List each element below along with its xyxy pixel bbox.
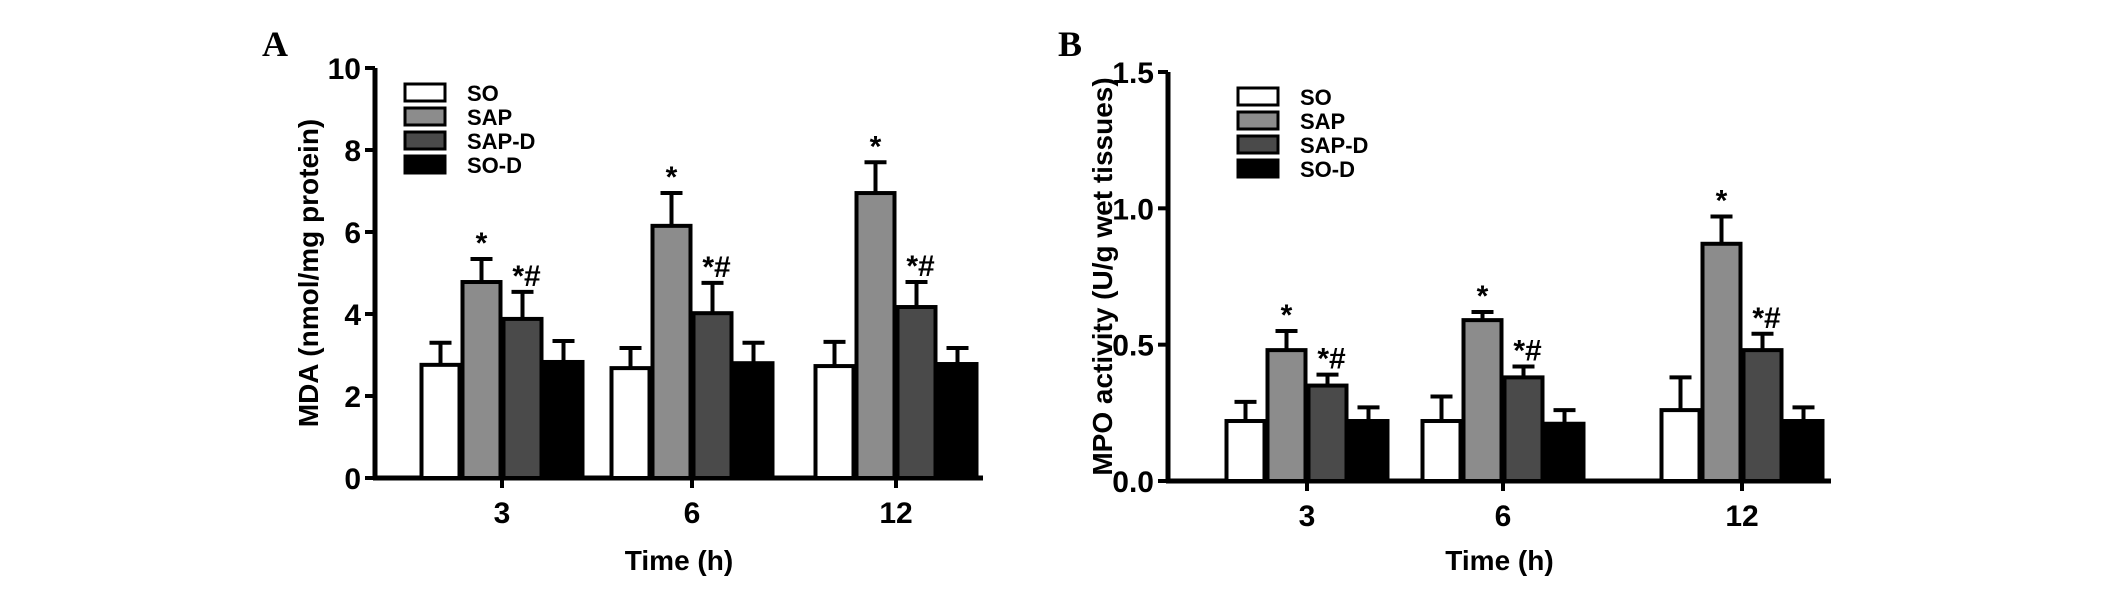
- legend-label: SO: [1300, 85, 1332, 110]
- y-tick-label: 10: [328, 53, 361, 86]
- y-tick-label: 6: [344, 217, 361, 250]
- legend-swatch: [403, 154, 447, 175]
- y-axis-label: MDA (nmol/mg protein): [293, 119, 324, 427]
- x-tick-label: 6: [684, 497, 701, 530]
- legend-label: SAP: [467, 105, 512, 130]
- legend-swatch: [1236, 158, 1280, 179]
- x-tick-label: 12: [1725, 500, 1758, 533]
- bar-so: [419, 362, 462, 480]
- panel-label: A: [262, 24, 288, 64]
- bar-sap: [1700, 241, 1743, 483]
- x-tick-label: 12: [879, 497, 912, 530]
- chart-panel-A: A 0 2 4 6 8 10 MDA (nmol/mg protein) Time (h) 3 * *…: [262, 24, 983, 576]
- significance-label: *#: [1752, 302, 1781, 335]
- significance-label: *: [870, 130, 882, 163]
- bar-so: [609, 366, 652, 480]
- bar-sap-d: [501, 316, 544, 481]
- x-tick-label: 6: [1495, 500, 1512, 533]
- y-axis-label: MPO activity (U/g wet tissues): [1087, 77, 1118, 475]
- bar-so: [1224, 419, 1267, 484]
- x-axis-label: Time (h): [1445, 545, 1553, 576]
- y-tick-label: 0.0: [1112, 466, 1154, 499]
- bar-so: [1659, 408, 1702, 483]
- bar-so-d: [1782, 419, 1825, 484]
- x-tick-label: 3: [1299, 500, 1316, 533]
- legend-swatch: [403, 106, 447, 127]
- legend-swatch: [403, 82, 447, 103]
- legend-label: SO-D: [467, 153, 522, 178]
- y-tick-label: 1.5: [1112, 57, 1154, 90]
- legend-label: SAP-D: [467, 129, 535, 154]
- legend-label: SAP-D: [1300, 133, 1368, 158]
- panel-label: B: [1058, 24, 1082, 64]
- significance-label: *: [1281, 299, 1293, 332]
- bar-sap-d: [1306, 383, 1349, 484]
- significance-label: *: [1716, 185, 1728, 218]
- bar-so-d: [936, 362, 979, 480]
- bar-sap: [854, 191, 897, 481]
- bar-so: [813, 364, 856, 481]
- bar-so-d: [542, 359, 585, 480]
- bar-sap-d: [1502, 375, 1545, 483]
- y-tick-label: 0.5: [1112, 330, 1154, 363]
- legend-swatch: [1236, 86, 1280, 107]
- y-tick-label: 8: [344, 135, 361, 168]
- bar-sap: [460, 280, 503, 480]
- significance-label: *: [476, 227, 488, 260]
- y-tick-label: 0: [344, 463, 361, 496]
- legend-label: SO-D: [1300, 157, 1355, 182]
- legend-label: SO: [467, 81, 499, 106]
- bar-so-d: [1543, 421, 1586, 483]
- significance-label: *#: [906, 250, 935, 283]
- bar-sap: [1461, 318, 1504, 484]
- significance-label: *: [1477, 280, 1489, 313]
- y-tick-label: 4: [344, 299, 361, 332]
- x-tick-label: 3: [494, 497, 511, 530]
- significance-label: *#: [702, 251, 731, 284]
- bar-so-d: [732, 361, 775, 481]
- y-tick-label: 2: [344, 381, 361, 414]
- bar-sap-d: [895, 305, 938, 480]
- legend-swatch: [1236, 110, 1280, 131]
- y-tick-label: 1.0: [1112, 193, 1154, 226]
- significance-label: *#: [1513, 334, 1542, 367]
- legend-label: SAP: [1300, 109, 1345, 134]
- bar-sap-d: [1741, 348, 1784, 483]
- bar-so-d: [1347, 419, 1390, 484]
- significance-label: *#: [1317, 343, 1346, 376]
- legend-swatch: [403, 130, 447, 151]
- x-axis-label: Time (h): [625, 545, 733, 576]
- significance-label: *: [666, 161, 678, 194]
- significance-label: *#: [512, 260, 541, 293]
- bar-sap: [650, 223, 693, 480]
- legend-swatch: [1236, 134, 1280, 155]
- bar-sap: [1265, 348, 1308, 483]
- bar-sap-d: [691, 311, 734, 480]
- bar-so: [1420, 419, 1463, 484]
